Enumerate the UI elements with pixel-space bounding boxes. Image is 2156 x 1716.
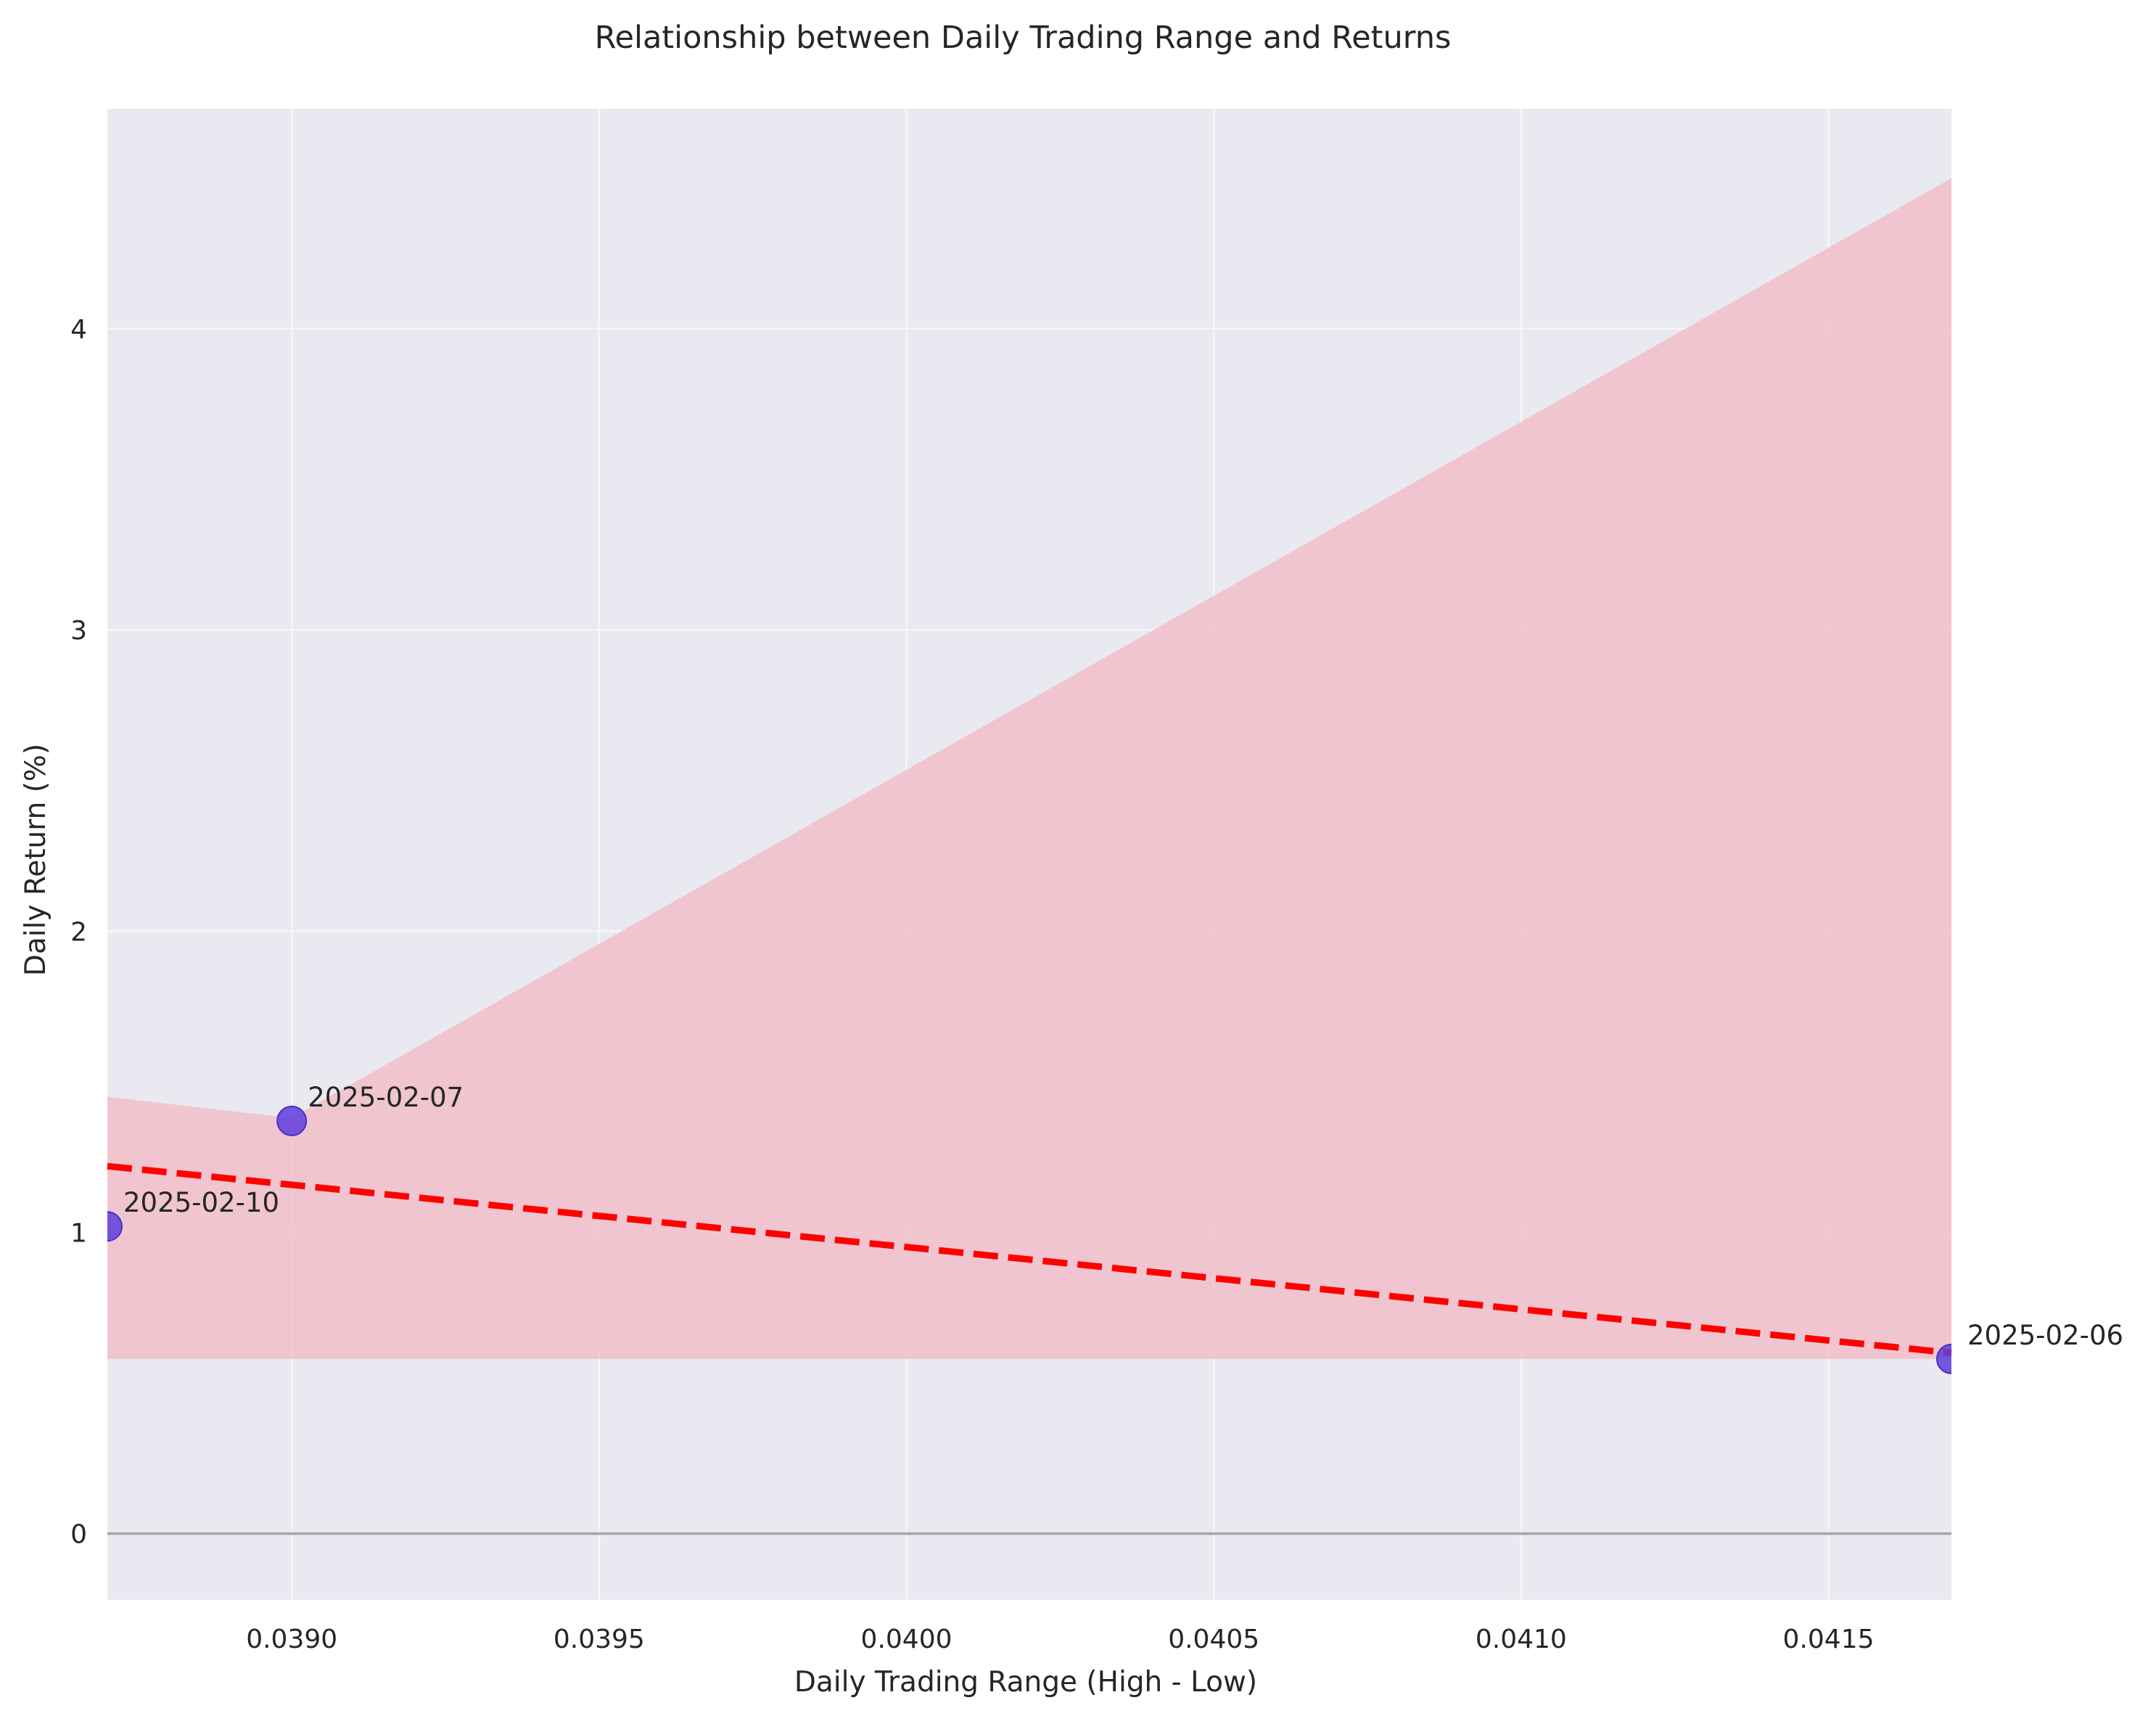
chart-title: Relationship between Daily Trading Range…: [595, 20, 1452, 56]
regression-line-layer: [107, 1162, 1952, 1357]
y-axis-ticks: 0 1 2 3 4: [70, 315, 87, 1550]
scatter-points: [107, 1105, 1951, 1374]
x-tick-label: 0.0400: [861, 1625, 952, 1654]
y-tick-label: 0: [70, 1520, 87, 1550]
scatter-point: [1936, 1343, 1951, 1374]
point-label: 2025-02-07: [308, 1082, 464, 1113]
y-tick-label: 1: [70, 1219, 87, 1249]
y-tick-label: 2: [70, 917, 87, 947]
x-tick-label: 0.0405: [1168, 1625, 1259, 1654]
y-tick-label: 3: [70, 616, 87, 646]
y-axis-label: Daily Return (%): [20, 744, 52, 976]
scatter-point: [276, 1105, 308, 1136]
confidence-band-layer: [107, 178, 1951, 1359]
regression-line: [107, 1162, 1952, 1357]
x-tick-label: 0.0395: [554, 1625, 645, 1654]
x-tick-label: 0.0390: [246, 1625, 337, 1654]
scatter-point: [107, 1211, 123, 1242]
x-axis-ticks: 0.0390 0.0395 0.0400 0.0405 0.0410 0.0415: [246, 1625, 1874, 1654]
x-tick-label: 0.0415: [1783, 1625, 1875, 1654]
point-label: 2025-02-06: [1967, 1320, 2123, 1351]
point-label: 2025-02-10: [123, 1187, 279, 1218]
confidence-band: [107, 178, 1951, 1359]
point-labels: 2025-02-10 2025-02-07 2025-02-06: [123, 1082, 2123, 1351]
y-tick-label: 4: [70, 315, 87, 345]
x-axis-label: Daily Trading Range (High - Low): [794, 1666, 1257, 1699]
x-tick-label: 0.0410: [1476, 1625, 1567, 1654]
